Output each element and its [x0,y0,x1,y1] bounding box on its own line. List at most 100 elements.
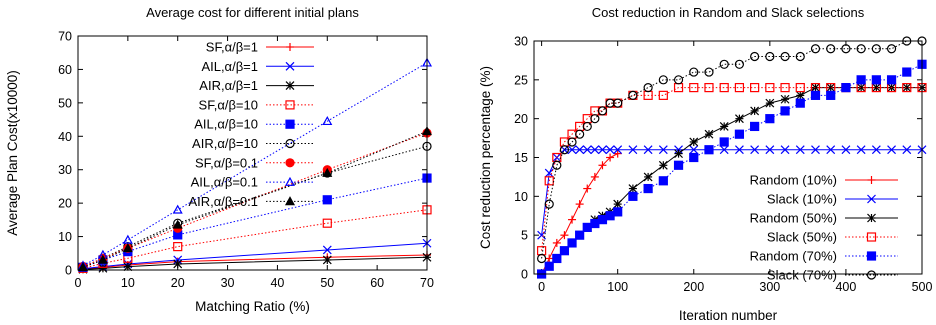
legend-item: SF,α/β=1 [206,40,314,55]
data-point [780,82,790,93]
x-tick-label: 0 [75,276,82,290]
data-point [605,145,615,155]
legend-label: AIR,α/β=10 [192,136,258,151]
data-point [322,116,333,126]
data-point [871,145,881,155]
data-point [734,114,744,124]
legend-label: Random (70%) [750,249,837,264]
data-point [606,153,615,162]
data-point [841,82,851,93]
data-point [545,254,554,263]
data-point [613,149,622,158]
data-point [582,145,592,155]
legend-label: AIR,α/β=1 [199,78,258,93]
data-point [734,145,744,155]
x-tick-label: 40 [270,276,284,290]
data-point [590,114,600,124]
legend-label: Slack (10%) [767,192,837,207]
legend-marker [285,100,295,110]
legend-label: SF,α/β=10 [199,97,258,112]
data-point [537,246,547,256]
data-point [780,51,790,62]
x-tick-label: 0 [538,280,545,294]
y-axis: 0 10 20 30 40 50 60 70 [58,30,427,278]
data-point [795,98,805,108]
data-point [544,199,554,209]
data-point [567,238,577,248]
data-point [826,145,836,155]
data-point [590,172,599,181]
data-point [575,129,585,139]
legend-label: SF,α/β=1 [206,40,258,55]
y-tick-label: 20 [514,112,528,126]
data-point [552,253,562,264]
data-point [674,149,683,159]
data-point [765,145,775,155]
y-tick-label: 60 [58,63,72,77]
data-point [583,184,592,193]
data-point [750,51,760,62]
data-point [559,246,570,256]
data-point [795,51,805,62]
data-point [582,222,592,232]
data-point [560,231,569,240]
legend: SF,α/β=1 AIL,α/β=1 AIR,α/β=1 SF,α/β=10 AIL,α… [188,40,314,209]
legend-item: Slack (10%) [767,192,898,207]
data-point [173,242,183,252]
data-point [568,215,577,224]
data-point [172,219,183,229]
y-tick-label: 70 [58,30,72,44]
data-point [552,238,561,247]
legend-marker [285,61,295,71]
data-point [750,106,760,116]
data-point [552,160,562,170]
data-point [811,83,820,93]
legend: Random (10%) Slack (10%) Random (50%) Slack… [750,173,898,283]
data-point [173,259,183,269]
chart-title: Cost reduction in Random and Slack selec… [592,5,865,20]
y-tick-label: 5 [521,229,528,243]
data-point [544,261,554,271]
data-point [765,51,775,62]
y-tick-label: 10 [58,230,72,244]
legend-item: AIR,α/β=1 [199,78,314,93]
data-point [544,176,554,186]
data-point [598,145,607,155]
series-random-50 [537,83,927,279]
data-point [719,145,729,155]
data-point [704,82,714,93]
data-point [886,75,897,85]
x-tick-label: 200 [683,280,704,294]
data-point [673,75,684,85]
y-tick-label: 20 [58,197,72,211]
y-tick-label: 0 [521,268,528,282]
data-point [123,262,133,272]
data-point [590,218,600,229]
data-point [856,145,866,155]
legend-marker [867,176,876,184]
y-tick-label: 30 [514,35,528,49]
legend-label: AIL,α/β=1 [201,59,258,74]
data-point [537,253,547,264]
data-point [902,67,912,77]
data-point [605,211,615,221]
data-point [172,204,183,214]
legend-marker [284,196,296,206]
data-point [689,67,699,77]
data-point [597,215,608,225]
legend-label: AIL,α/β=0.1 [191,175,258,190]
data-point [841,145,851,155]
data-point [658,176,668,186]
x-tick-label: 400 [835,280,856,294]
legend-label: Slack (70%) [767,268,837,283]
chart-2: Cost reduction in Random and Slack selec… [478,5,932,323]
data-point [567,137,577,147]
data-point [704,67,714,77]
data-point [810,44,821,54]
data-point [597,106,608,116]
x-tick-label: 50 [320,276,334,290]
data-point [598,161,607,170]
data-point [765,82,775,93]
data-point [77,262,89,272]
